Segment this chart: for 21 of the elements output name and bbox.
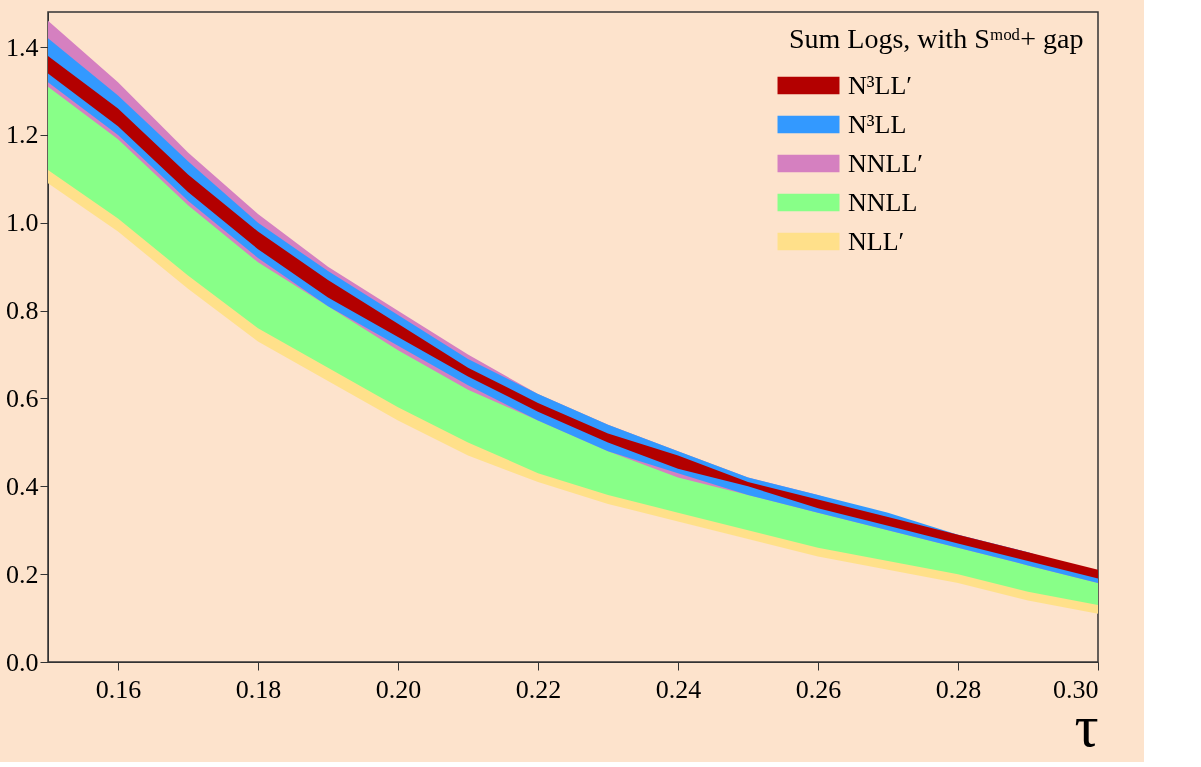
- y-tick-label: 1.2: [6, 120, 39, 150]
- x-tick-label: 0.26: [795, 674, 842, 704]
- legend-label: N³LL′: [848, 70, 913, 100]
- legend-label: NNLL′: [848, 148, 924, 178]
- y-tick-label: 0.4: [6, 471, 39, 501]
- y-tick-label: 1.4: [6, 32, 39, 62]
- legend-label: NNLL: [848, 187, 918, 217]
- x-tick-label: 0.24: [655, 674, 702, 704]
- x-tick-label: 0.22: [515, 674, 562, 704]
- y-tick-label: 0.6: [6, 383, 39, 413]
- x-tick-label: 0.28: [935, 674, 982, 704]
- x-tick-label: 0.18: [235, 674, 282, 704]
- x-tick-label: 0.20: [375, 674, 422, 704]
- y-tick-label: 0.0: [6, 647, 39, 677]
- legend-title: Sum Logs, with Sᵐᵒᵈ+ gap: [789, 23, 1084, 54]
- y-tick-label: 1.0: [6, 208, 39, 238]
- x-tick-label: 0.16: [95, 674, 142, 704]
- y-tick-label: 0.2: [6, 559, 39, 589]
- legend-label: N³LL: [848, 109, 907, 139]
- legend-label: NLL′: [848, 226, 905, 256]
- y-tick-label: 0.8: [6, 296, 39, 326]
